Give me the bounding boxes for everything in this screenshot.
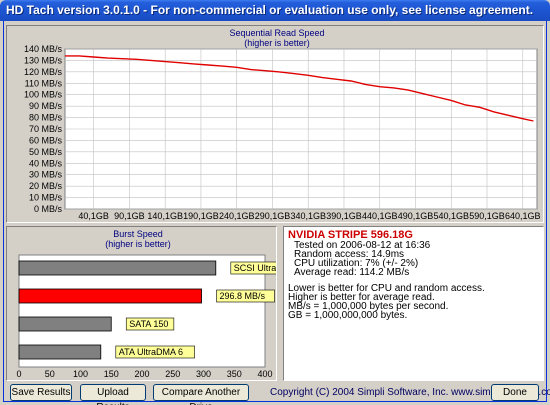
note-gb-definition: GB = 1,000,000,000 bytes. bbox=[288, 310, 408, 321]
seq-x-tick-label: 140,1GB bbox=[147, 211, 183, 221]
seq-y-tick-label: 120 MB/s bbox=[24, 67, 63, 77]
drive-name: NVIDIA STRIPE 596.18G bbox=[288, 229, 413, 241]
burst-bar-label-box bbox=[125, 317, 175, 331]
burst-x-tick-label: 350 bbox=[227, 369, 242, 379]
compare-another-drive-button[interactable]: Compare Another Drive bbox=[153, 384, 249, 405]
seq-y-tick-label: 80 MB/s bbox=[29, 113, 63, 123]
sequential-read-chart: Sequential Read Speed (higher is better)… bbox=[24, 28, 541, 221]
seq-y-tick-label: 70 MB/s bbox=[29, 124, 63, 134]
results-info-panel: NVIDIA STRIPE 596.18G Tested on 2006-08-… bbox=[283, 226, 544, 381]
upload-results-button[interactable]: Upload Results bbox=[80, 384, 146, 405]
seq-y-tick-label: 50 MB/s bbox=[29, 147, 63, 157]
seq-x-tick-label: 190,1GB bbox=[183, 211, 219, 221]
seq-y-tick-label: 60 MB/s bbox=[29, 135, 63, 145]
seq-chart-title: Sequential Read Speed bbox=[229, 28, 324, 38]
seq-x-tick-label: 290,1GB bbox=[255, 211, 291, 221]
seq-y-tick-label: 130 MB/s bbox=[24, 55, 63, 65]
burst-x-tick-label: 50 bbox=[45, 369, 55, 379]
sequential-read-panel: Sequential Read Speed (higher is better)… bbox=[6, 25, 544, 223]
burst-chart-title: Burst Speed bbox=[113, 229, 163, 239]
note-higher-better: Higher is better for average read. bbox=[288, 292, 435, 303]
burst-x-tick-label: 250 bbox=[165, 369, 180, 379]
burst-x-tick-label: 100 bbox=[73, 369, 88, 379]
random-access: Random access: 14.9ms bbox=[294, 249, 405, 260]
seq-x-tick-label: 40,1GB bbox=[78, 211, 109, 221]
burst-speed-chart: Burst Speed (higher is better) SCSI Ultr… bbox=[16, 229, 305, 379]
burst-bar-label-box bbox=[216, 289, 275, 303]
seq-x-tick-label: 540,1GB bbox=[433, 211, 469, 221]
burst-bar-label: ATA UltraDMA 6 bbox=[119, 347, 183, 357]
seq-y-tick-label: 90 MB/s bbox=[29, 101, 63, 111]
seq-x-tick-label: 440,1GB bbox=[362, 211, 398, 221]
seq-chart-subtitle: (higher is better) bbox=[244, 38, 310, 48]
seq-x-tick-label: 490,1GB bbox=[398, 211, 434, 221]
seq-x-tick-label: 240,1GB bbox=[219, 211, 255, 221]
seq-y-tick-label: 110 MB/s bbox=[25, 78, 63, 88]
save-results-button[interactable]: Save Results bbox=[10, 384, 72, 401]
average-read: Average read: 114.2 MB/s bbox=[294, 267, 410, 278]
burst-bar-label: SCSI Ultra320 bbox=[234, 263, 276, 273]
burst-x-tick-label: 200 bbox=[134, 369, 149, 379]
seq-x-tick-label: 90,1GB bbox=[114, 211, 145, 221]
seq-y-tick-label: 140 MB/s bbox=[24, 44, 63, 54]
note-mbs-definition: MB/s = 1,000,000 bytes per second. bbox=[288, 301, 449, 312]
copyright-text: Copyright (C) 2004 Simpli Software, Inc.… bbox=[270, 387, 550, 398]
seq-y-tick-label: 10 MB/s bbox=[29, 193, 63, 203]
seq-x-tick-label: 340,1GB bbox=[290, 211, 326, 221]
seq-read-line bbox=[65, 55, 534, 122]
burst-x-tick-label: 0 bbox=[16, 369, 21, 379]
burst-x-tick-label: 150 bbox=[104, 369, 119, 379]
tested-date: Tested on 2006-08-12 at 16:36 bbox=[294, 240, 431, 251]
seq-y-tick-label: 0 MB/s bbox=[34, 204, 63, 214]
done-button[interactable]: Done bbox=[491, 384, 539, 401]
burst-bar-label: 296.8 MB/s bbox=[220, 291, 266, 301]
title-bar: HD Tach version 3.0.1.0 - For non-commer… bbox=[0, 0, 550, 21]
window-title: HD Tach version 3.0.1.0 - For non-commer… bbox=[6, 3, 534, 17]
burst-speed-panel: Burst Speed (higher is better) SCSI Ultr… bbox=[6, 226, 305, 381]
burst-bar bbox=[18, 344, 102, 360]
burst-bar bbox=[18, 288, 202, 304]
burst-bar bbox=[18, 260, 217, 276]
burst-bar-label-box bbox=[115, 345, 195, 359]
seq-x-tick-label: 590,1GB bbox=[469, 211, 505, 221]
seq-x-tick-label: 390,1GB bbox=[326, 211, 362, 221]
burst-x-tick-label: 300 bbox=[196, 369, 211, 379]
burst-bar bbox=[18, 316, 112, 332]
burst-x-tick-label: 400 bbox=[257, 369, 272, 379]
seq-x-tick-label: 640,1GB bbox=[505, 211, 541, 221]
seq-y-tick-label: 40 MB/s bbox=[29, 158, 63, 168]
seq-y-tick-label: 20 MB/s bbox=[29, 181, 63, 191]
burst-chart-subtitle: (higher is better) bbox=[105, 239, 171, 249]
cpu-utilization: CPU utilization: 7% (+/- 2%) bbox=[294, 258, 419, 269]
note-lower-better: Lower is better for CPU and random acces… bbox=[288, 283, 485, 294]
burst-bar-label: SATA 150 bbox=[129, 319, 168, 329]
seq-y-tick-label: 100 MB/s bbox=[24, 90, 63, 100]
seq-y-tick-label: 30 MB/s bbox=[29, 170, 63, 180]
